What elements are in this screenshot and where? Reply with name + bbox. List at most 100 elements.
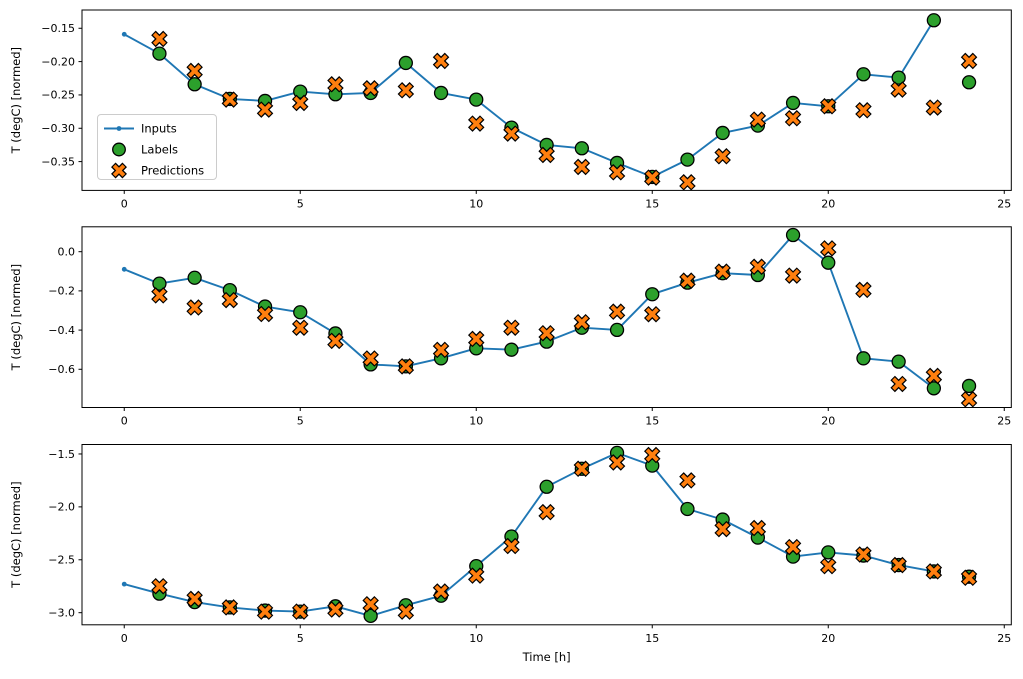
- y-tick-label: −0.35: [41, 155, 75, 168]
- prediction-marker: [328, 77, 343, 91]
- prediction-marker: [152, 579, 167, 593]
- prediction-marker: [434, 584, 448, 599]
- prediction-marker: [399, 359, 413, 373]
- legend-box: [97, 114, 217, 180]
- x-tick-label: 15: [645, 197, 659, 210]
- x-axis-label: Time [h]: [522, 650, 571, 664]
- label-marker: [504, 342, 519, 357]
- prediction-marker: [680, 274, 695, 288]
- prediction-marker: [856, 103, 871, 117]
- y-axis-label: T (degC) [normed]: [9, 481, 23, 588]
- label-marker: [715, 125, 730, 141]
- label-marker: [926, 13, 942, 28]
- subplot-3-axes-frame: [81, 444, 1012, 626]
- prediction-marker: [112, 164, 126, 177]
- label-marker: [574, 141, 590, 156]
- label-marker: [821, 545, 836, 560]
- prediction-marker: [927, 369, 941, 383]
- prediction-marker: [504, 321, 519, 335]
- prediction-marker: [540, 326, 554, 340]
- prediction-marker: [258, 307, 272, 321]
- predictions-series: [151, 30, 978, 191]
- input-dot-marker: [121, 266, 127, 272]
- prediction-marker: [645, 448, 659, 462]
- prediction-marker: [610, 165, 624, 179]
- prediction-marker: [223, 93, 237, 107]
- y-tick-label: −0.6: [48, 363, 75, 376]
- prediction-marker: [188, 300, 202, 315]
- prediction-marker: [751, 113, 765, 127]
- label-marker: [961, 378, 977, 394]
- label-marker: [680, 501, 695, 517]
- prediction-marker: [821, 559, 835, 573]
- prediction-marker: [328, 602, 343, 617]
- y-axis-label: T (degC) [normed]: [9, 264, 23, 371]
- prediction-marker: [856, 547, 871, 562]
- prediction-marker: [892, 558, 906, 572]
- legend-item-labels: Labels: [112, 142, 178, 157]
- prediction-marker: [399, 605, 413, 619]
- prediction-marker: [575, 462, 589, 476]
- input-dot-marker: [121, 31, 127, 37]
- label-marker: [856, 67, 871, 82]
- prediction-marker: [610, 455, 624, 470]
- prediction-marker: [258, 605, 272, 619]
- prediction-marker: [188, 592, 202, 606]
- legend-item-predictions: Predictions: [111, 162, 204, 179]
- y-tick-label: −2.0: [48, 501, 75, 514]
- prediction-marker: [821, 99, 835, 113]
- prediction-marker: [962, 54, 976, 68]
- y-tick-label: −0.2: [48, 285, 75, 298]
- prediction-marker: [962, 392, 976, 406]
- label-marker: [398, 55, 413, 71]
- y-tick-label: −0.4: [48, 324, 75, 337]
- label-marker: [891, 354, 906, 369]
- prediction-marker: [575, 160, 589, 174]
- label-marker: [680, 152, 695, 167]
- x-tick-label: 25: [997, 632, 1011, 645]
- prediction-marker: [223, 600, 237, 614]
- prediction-marker: [364, 351, 378, 366]
- y-tick-label: −3.0: [48, 606, 75, 619]
- prediction-marker: [152, 288, 167, 302]
- legend-inputs-dot-sample: [116, 126, 122, 131]
- prediction-marker: [645, 171, 659, 185]
- prediction-marker: [364, 597, 378, 611]
- prediction-marker: [927, 101, 941, 115]
- label-marker: [293, 305, 308, 320]
- prediction-marker: [716, 149, 730, 163]
- x-tick-label: 10: [469, 632, 483, 645]
- label-marker: [645, 287, 660, 302]
- prediction-marker: [504, 539, 519, 553]
- x-tick-label: 0: [121, 415, 128, 428]
- prediction-marker: [504, 127, 519, 141]
- x-tick-label: 15: [645, 632, 659, 645]
- prediction-marker: [188, 64, 202, 78]
- label-marker: [961, 75, 977, 90]
- subplot-2: 0.0 −0.2 −0.4 −0.6 0 5 10 15 20 25 T (degC) [norme…: [9, 226, 1012, 428]
- label-marker: [293, 84, 308, 99]
- label-marker: [891, 70, 906, 85]
- y-tick-label: 0.0: [58, 245, 76, 258]
- y-tick-label: −0.20: [41, 55, 75, 68]
- legend-labels-circle-sample: [112, 142, 126, 157]
- label-marker: [609, 322, 625, 338]
- label-marker: [926, 381, 942, 396]
- prediction-marker: [821, 241, 835, 255]
- prediction-marker: [152, 32, 167, 46]
- label-marker: [856, 351, 871, 366]
- x-tick-label: 10: [469, 197, 483, 210]
- prediction-marker: [680, 473, 695, 488]
- legend: Inputs Labels Predictions: [97, 114, 217, 180]
- y-tick-label: −2.5: [48, 554, 75, 567]
- x-tick-label: 5: [297, 415, 304, 428]
- x-tick-label: 5: [297, 632, 304, 645]
- prediction-marker: [786, 269, 800, 283]
- subplot-1-axes-frame: [81, 9, 1012, 191]
- label-marker: [433, 85, 449, 101]
- prediction-marker: [892, 377, 906, 391]
- x-tick-label: 5: [297, 197, 304, 210]
- subplot-2-axes-frame: [81, 226, 1012, 408]
